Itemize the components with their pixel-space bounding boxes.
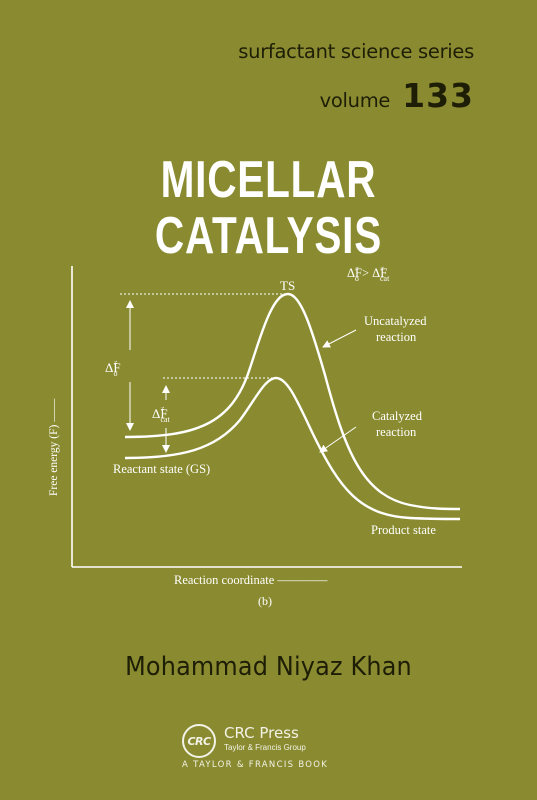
ts-label: TS	[280, 278, 295, 293]
uncatalyzed-pointer	[322, 329, 357, 348]
delta-cat-label: ΔF≠ cat	[152, 405, 171, 424]
crc-logo-icon: CRC	[182, 724, 216, 758]
product-state-label: Product state	[371, 523, 436, 537]
panel-label: (b)	[258, 594, 272, 608]
volume-line: volume 133	[0, 76, 474, 115]
catalyzed-pointer	[319, 426, 357, 453]
crc-logo-text: CRC	[187, 734, 211, 748]
book-title: MICELLAR CATALYSIS	[154, 151, 383, 265]
delta-o-label: ΔF≠ o	[105, 359, 121, 378]
publisher-name: CRC Press	[224, 724, 299, 742]
y-axis-label: Free energy (F) ——	[48, 398, 60, 496]
publisher-book-line: A TAYLOR & FRANCIS BOOK	[182, 760, 329, 770]
inequality-label: ΔF≠ o > ΔF≠ cat	[347, 265, 390, 283]
reactant-state-label: Reactant state (GS)	[113, 462, 210, 476]
series-name: surfactant science series	[238, 40, 474, 63]
publisher-block: CRC CRC Press Taylor & Francis Group A T…	[182, 722, 382, 772]
catalyzed-curve	[124, 376, 461, 521]
volume-label: volume	[319, 89, 391, 112]
author-name: Mohammad Niyaz Khan	[125, 652, 412, 682]
x-axis-label: Reaction coordinate ————	[174, 573, 328, 587]
volume-number: 133	[402, 76, 474, 115]
publisher-group: Taylor & Francis Group	[224, 743, 306, 752]
uncatalyzed-curve	[124, 292, 461, 511]
energy-diagram: TS ΔF≠ o > ΔF≠ cat Uncatalyzed reaction Ca…	[48, 265, 462, 608]
uncatalyzed-label: Uncatalyzed reaction	[364, 314, 430, 344]
catalyzed-label: Catalyzed reaction	[372, 409, 425, 439]
